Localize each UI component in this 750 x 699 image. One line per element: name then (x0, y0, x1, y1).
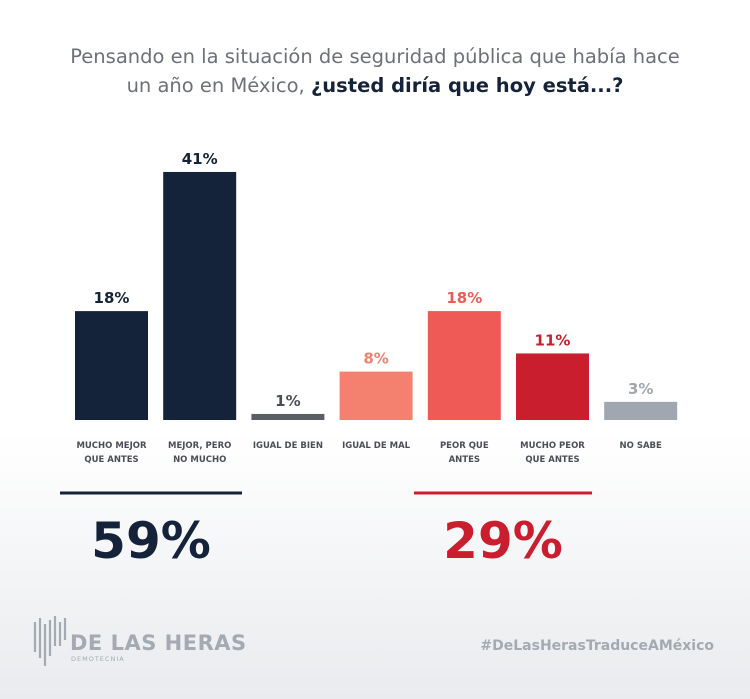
logo-icon (33, 616, 67, 666)
category-label: PEOR QUE ANTES (439, 441, 489, 465)
value-label: 41% (182, 150, 218, 168)
brand: DE LAS HERAS (70, 631, 247, 655)
category-label: MUCHO MEJOR QUE ANTES (76, 441, 147, 465)
value-label: 18% (446, 289, 482, 307)
category-label: MUCHO PEOR QUE ANTES (520, 441, 585, 465)
value-label: 11% (535, 331, 571, 349)
chart-title: Pensando en la situación de seguridad pú… (60, 42, 690, 100)
bar (604, 401, 678, 420)
title-regular: Pensando en la situación de seguridad pú… (70, 45, 680, 97)
summary-total: 29% (443, 512, 563, 570)
summary-total: 59% (91, 512, 211, 570)
value-label: 1% (275, 392, 300, 410)
bar (163, 171, 237, 420)
value-label: 8% (363, 350, 388, 368)
category-label: MEJOR, PERO NO MUCHO (168, 441, 232, 465)
bar (251, 413, 325, 420)
bar (427, 311, 501, 420)
bar (339, 371, 413, 420)
bar (516, 353, 589, 420)
title-bold: ¿usted diría que hoy está...? (310, 74, 624, 97)
brand-subtitle: DEMOTECNIA (71, 655, 125, 663)
bar (75, 311, 148, 420)
hashtag: #DeLasHerasTraduceAMéxico (480, 638, 714, 654)
value-label: 18% (94, 289, 130, 307)
category-label: IGUAL DE MAL (342, 441, 411, 451)
value-label: 3% (628, 380, 653, 398)
category-label: NO SABE (619, 441, 662, 451)
category-label: IGUAL DE BIEN (252, 441, 323, 451)
